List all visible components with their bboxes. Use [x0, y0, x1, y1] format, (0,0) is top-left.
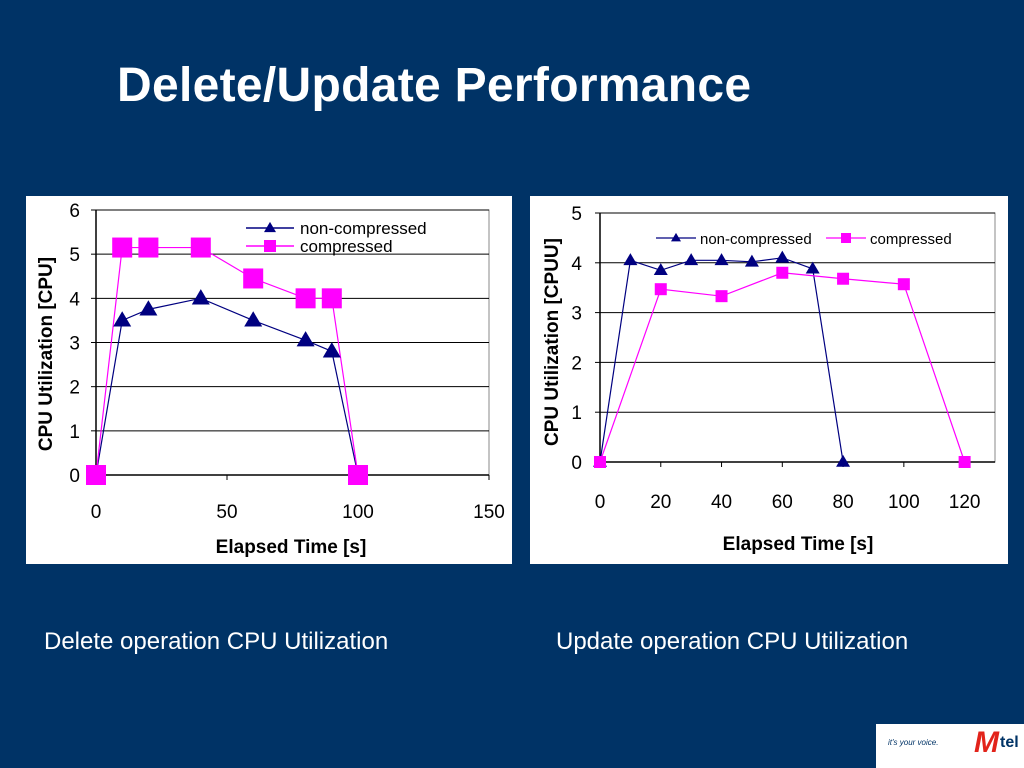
delete-data-point-compressed: [86, 465, 106, 485]
delete-legend-label: compressed: [300, 237, 393, 256]
slide-title: Delete/Update Performance: [117, 59, 752, 112]
update-chart-caption: Update operation CPU Utilization: [556, 628, 909, 655]
delete-y-tick-label: 4: [69, 289, 80, 310]
update-data-point-non-compressed: [623, 253, 638, 266]
delete-y-axis-label: CPU Utilization [CPU]: [36, 257, 57, 451]
delete-data-point-compressed: [295, 288, 316, 309]
delete-x-axis-label: Elapsed Time [s]: [216, 537, 367, 558]
update-x-tick-label: 120: [949, 492, 981, 513]
update-x-tick-label: 20: [650, 492, 671, 513]
delete-y-tick-label: 5: [69, 245, 80, 266]
delete-legend-label: non-compressed: [300, 219, 427, 238]
update-x-tick-label: 40: [711, 492, 732, 513]
update-data-point-non-compressed: [653, 263, 668, 276]
update-data-point-compressed: [897, 278, 910, 291]
logo-brand-suffix: tel: [1000, 734, 1019, 751]
update-y-tick-label: 4: [571, 254, 582, 275]
delete-cpu-chart: 0 1 2 3 4 5 6 0 50 100 150 Elapsed Time [s] CPU Util…: [36, 201, 505, 558]
delete-x-tick-label: 150: [473, 502, 505, 523]
delete-chart-panel: 0 1 2 3 4 5 6 0 50 100 150 Elapsed Time [s] CPU Util…: [26, 196, 512, 564]
delete-data-point-compressed: [190, 237, 211, 258]
delete-legend-marker: [264, 221, 276, 233]
update-legend-marker: [841, 233, 851, 243]
delete-x-tick-label: 100: [342, 502, 374, 523]
delete-chart-caption: Delete operation CPU Utilization: [44, 628, 389, 655]
delete-data-point-compressed: [243, 268, 264, 289]
update-legend-marker: [671, 232, 681, 242]
delete-y-tick-label: 1: [69, 422, 80, 443]
update-data-point-non-compressed: [744, 254, 759, 267]
update-data-point-non-compressed: [836, 454, 851, 467]
delete-data-point-non-compressed: [139, 300, 158, 316]
update-y-tick-label: 0: [571, 453, 582, 474]
delete-x-tick-label: 0: [91, 502, 102, 523]
delete-data-point-non-compressed: [113, 311, 132, 327]
delete-data-point-compressed: [112, 237, 133, 258]
delete-y-tick-label: 0: [69, 466, 80, 487]
update-data-point-compressed: [715, 290, 728, 303]
update-y-tick-label: 3: [571, 304, 582, 325]
delete-y-tick-label: 6: [69, 201, 80, 222]
update-cpu-chart: 0 1 2 3 4 5 0 20 40 60 80 100 120 Elapsed Time [s] CPU…: [542, 204, 996, 555]
company-logo: it's your voice. M tel: [876, 724, 1024, 768]
delete-data-point-non-compressed: [322, 342, 341, 358]
update-data-point-compressed: [837, 272, 850, 285]
update-x-axis-label: Elapsed Time [s]: [723, 534, 874, 555]
logo-brand-letter: M: [974, 726, 999, 759]
update-data-point-compressed: [958, 456, 971, 468]
update-data-point-compressed: [654, 283, 667, 296]
delete-y-tick-label: 2: [69, 378, 80, 399]
update-plot-area: [599, 212, 996, 463]
update-x-tick-label: 0: [595, 492, 606, 513]
delete-x-tick-label: 50: [216, 502, 237, 523]
update-data-point-compressed: [776, 266, 789, 279]
update-data-point-non-compressed: [684, 253, 699, 266]
delete-legend-marker: [264, 240, 276, 252]
logo-tagline: it's your voice.: [888, 738, 939, 747]
update-x-tick-label: 100: [888, 492, 920, 513]
update-x-tick-label: 80: [833, 492, 854, 513]
update-data-point-non-compressed: [775, 250, 790, 263]
update-data-point-non-compressed: [714, 253, 729, 266]
update-y-axis-label: CPU Utilization [CPUU]: [542, 238, 563, 446]
delete-series-line-non-compressed: [95, 297, 359, 476]
delete-y-tick-label: 3: [69, 334, 80, 355]
update-data-point-compressed: [594, 456, 606, 468]
delete-data-point-non-compressed: [244, 311, 263, 327]
delete-data-point-compressed: [138, 237, 159, 258]
delete-data-point-compressed: [321, 288, 342, 309]
update-legend-label: non-compressed: [700, 231, 812, 248]
delete-data-point-compressed: [348, 465, 368, 485]
update-x-tick-label: 60: [772, 492, 793, 513]
update-legend-label: compressed: [870, 231, 952, 248]
update-chart-panel: 0 1 2 3 4 5 0 20 40 60 80 100 120 Elapsed Time [s] CPU…: [530, 196, 1008, 564]
update-y-tick-label: 1: [571, 403, 582, 424]
update-y-tick-label: 2: [571, 353, 582, 374]
delete-data-point-non-compressed: [191, 289, 210, 305]
delete-data-point-non-compressed: [296, 331, 315, 347]
update-data-point-non-compressed: [805, 261, 820, 274]
update-y-tick-label: 5: [571, 204, 582, 225]
